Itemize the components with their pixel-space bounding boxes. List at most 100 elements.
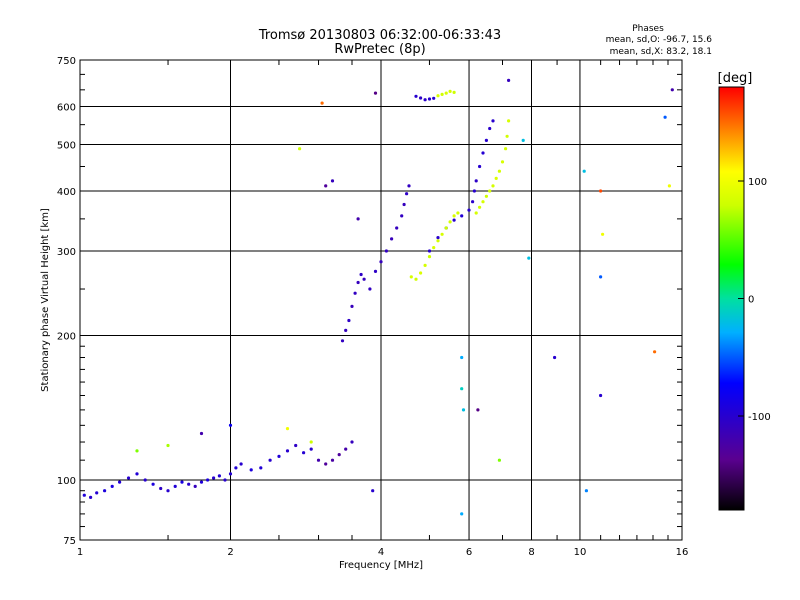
x-tick-label: 10 — [574, 547, 587, 558]
data-point — [481, 200, 485, 204]
data-point — [481, 151, 485, 155]
data-point — [452, 218, 456, 222]
data-point — [110, 484, 114, 488]
data-point — [344, 328, 348, 332]
data-point — [402, 202, 406, 207]
colorbar-label: [deg] — [718, 71, 753, 86]
data-point — [494, 176, 498, 180]
data-point — [601, 232, 605, 236]
data-point — [330, 458, 335, 462]
chart-title: Tromsø 20130803 06:32:00-06:33:43 — [258, 28, 501, 43]
data-point — [302, 451, 306, 455]
data-point — [427, 249, 432, 253]
data-point — [206, 478, 210, 482]
data-point — [135, 449, 139, 453]
data-point — [452, 90, 456, 94]
data-point — [553, 355, 557, 360]
data-point — [344, 447, 348, 451]
data-point — [667, 184, 672, 188]
data-point — [340, 339, 345, 343]
data-point — [199, 480, 204, 484]
x-tick-label: 4 — [378, 547, 384, 558]
stats-title: Phases — [632, 24, 664, 34]
data-point — [444, 226, 448, 230]
data-point — [460, 512, 464, 516]
data-point — [582, 169, 586, 173]
data-point — [193, 484, 197, 488]
colorbar: [deg] 100 0 -100 — [718, 71, 771, 511]
data-point — [126, 476, 131, 480]
data-point — [249, 468, 253, 472]
data-point — [484, 138, 488, 142]
data-point — [440, 92, 444, 96]
data-point — [356, 217, 360, 221]
data-point — [448, 89, 452, 93]
data-point — [584, 489, 589, 493]
colorbar-tick-label: -100 — [748, 412, 771, 423]
data-point — [419, 96, 423, 100]
data-point — [456, 211, 460, 215]
data-point — [491, 184, 495, 188]
data-point — [298, 147, 302, 151]
data-point — [405, 192, 409, 196]
data-point — [212, 476, 216, 480]
data-point — [484, 194, 488, 198]
data-point — [440, 232, 444, 236]
data-point — [239, 462, 243, 466]
data-point — [500, 160, 505, 164]
data-point — [409, 275, 413, 279]
data-point — [423, 263, 427, 267]
data-point — [460, 355, 464, 360]
data-point — [448, 220, 452, 224]
data-point — [373, 91, 378, 95]
data-point — [353, 291, 357, 295]
data-point — [173, 484, 177, 488]
y-tick-label: 300 — [57, 247, 76, 258]
data-point — [474, 211, 478, 215]
y-tick-label: 500 — [57, 141, 76, 152]
data-point — [166, 489, 170, 493]
data-point — [414, 277, 418, 281]
data-point — [653, 350, 657, 354]
data-point — [436, 94, 440, 98]
data-point — [474, 179, 478, 183]
data-point — [460, 387, 464, 391]
data-point — [259, 466, 263, 470]
data-point — [521, 138, 525, 142]
data-point — [277, 454, 281, 458]
data-point — [507, 119, 511, 123]
x-axis: 1 2 4 6 8 10 16 — [77, 60, 688, 558]
data-point — [324, 184, 328, 188]
data-point — [143, 478, 147, 482]
data-point — [491, 119, 495, 123]
data-point — [223, 478, 227, 482]
data-point — [505, 134, 509, 138]
data-point — [444, 91, 448, 95]
data-point — [478, 164, 482, 169]
data-point — [159, 486, 163, 491]
data-point — [599, 189, 603, 193]
y-tick-label: 75 — [63, 536, 76, 547]
data-point — [316, 458, 321, 462]
data-point — [151, 482, 155, 486]
data-point — [497, 169, 501, 173]
data-point — [472, 189, 476, 193]
data-point — [452, 214, 456, 218]
data-points — [82, 78, 674, 516]
data-point — [395, 226, 399, 230]
data-point — [407, 184, 411, 188]
y-tick-label: 400 — [57, 187, 76, 198]
data-point — [359, 272, 363, 277]
data-point — [95, 491, 99, 495]
chart-subtitle: RwPretec (8p) — [334, 42, 425, 57]
x-tick-label: 6 — [466, 547, 472, 558]
data-point — [478, 205, 482, 209]
stats-x-line: mean, sd,X: 83.2, 18.1 — [610, 47, 712, 57]
data-point — [350, 440, 354, 444]
data-point — [228, 472, 233, 476]
data-point — [471, 200, 475, 204]
data-point — [337, 453, 341, 457]
stats-o-line: mean, sd,O: -96.7, 15.6 — [606, 35, 713, 45]
data-point — [599, 393, 603, 398]
